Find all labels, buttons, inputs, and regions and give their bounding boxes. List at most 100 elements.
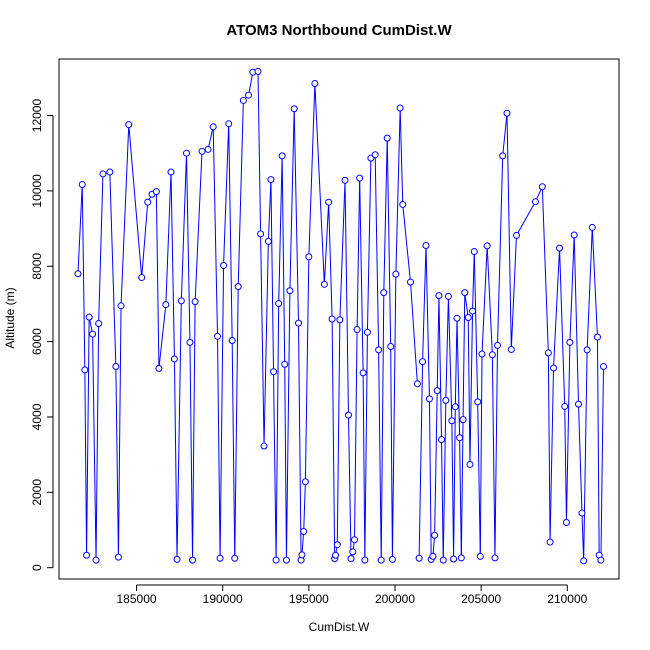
series-segment xyxy=(510,238,517,347)
data-point xyxy=(333,541,341,549)
data-point xyxy=(92,556,100,564)
data-point xyxy=(388,555,396,563)
data-point xyxy=(214,332,222,340)
data-point xyxy=(298,551,306,559)
series-segment xyxy=(217,339,221,556)
data-point xyxy=(459,416,467,424)
y-axis: 0 2000 4000 6000 8000 10000 12000 xyxy=(30,99,54,571)
data-point xyxy=(183,149,191,157)
data-point xyxy=(254,67,262,75)
data-point xyxy=(476,552,484,560)
series-segment xyxy=(460,422,464,555)
series-segment xyxy=(378,352,382,558)
data-point xyxy=(396,104,404,112)
x-tick-label: 210000 xyxy=(547,592,587,606)
data-point xyxy=(328,315,336,323)
data-point xyxy=(295,319,303,327)
data-point xyxy=(351,536,359,544)
series-segment xyxy=(263,244,269,443)
data-point xyxy=(320,280,328,288)
data-point xyxy=(442,396,450,404)
data-point xyxy=(561,402,569,410)
data-point xyxy=(469,307,477,315)
data-point xyxy=(216,554,224,562)
series-segment xyxy=(374,157,380,347)
y-axis-label: Altitude (m) xyxy=(3,287,17,348)
data-point xyxy=(231,554,239,562)
series-segment xyxy=(586,230,593,347)
series-segment xyxy=(348,418,352,556)
x-tick-label: 185000 xyxy=(117,592,157,606)
series-segment xyxy=(559,251,566,404)
series-segment xyxy=(84,372,88,553)
series-segment xyxy=(583,352,588,558)
plot-frame xyxy=(58,58,620,580)
series-segment xyxy=(383,141,388,290)
data-point xyxy=(349,548,357,556)
data-point xyxy=(152,188,160,196)
data-point xyxy=(507,346,515,354)
y-tick-label: 10000 xyxy=(30,174,44,208)
series-segment xyxy=(472,254,475,309)
data-point xyxy=(138,274,146,282)
series-segment xyxy=(109,175,117,364)
data-point xyxy=(583,346,591,354)
series-segment xyxy=(506,116,512,347)
series-segment xyxy=(303,484,306,529)
data-point xyxy=(260,442,268,450)
series-segment xyxy=(331,321,336,556)
data-point xyxy=(407,278,415,286)
series-segment xyxy=(477,404,481,554)
series-segment xyxy=(155,194,160,366)
series-segment xyxy=(293,111,299,321)
data-point xyxy=(220,261,228,269)
series-segment xyxy=(115,369,119,555)
data-point xyxy=(155,364,163,372)
series-segment xyxy=(386,141,392,344)
data-point xyxy=(415,554,423,562)
data-point xyxy=(491,554,499,562)
series-segment xyxy=(422,248,427,359)
series-segment xyxy=(77,187,83,271)
data-point xyxy=(300,528,308,536)
series-segment xyxy=(447,299,453,418)
series-segment xyxy=(469,314,473,462)
series-segment xyxy=(148,196,152,200)
data-point xyxy=(392,270,400,278)
data-point xyxy=(305,253,313,261)
data-point xyxy=(353,326,361,334)
series-segment xyxy=(573,237,579,402)
data-point xyxy=(270,368,278,376)
series-segment xyxy=(273,374,277,558)
data-point xyxy=(550,364,558,372)
series-segment xyxy=(481,248,488,352)
data-point xyxy=(112,362,120,370)
data-point xyxy=(433,387,441,395)
data-point xyxy=(106,168,114,176)
x-tick-label: 205000 xyxy=(461,592,501,606)
y-tick-label: 4000 xyxy=(30,403,44,430)
data-point xyxy=(286,287,294,295)
series-segment xyxy=(86,320,90,553)
series-segment xyxy=(486,248,493,352)
data-point xyxy=(448,417,456,425)
x-axis: 185000 190000 195000 200000 205000 210000 xyxy=(117,584,588,606)
series-segment xyxy=(399,110,404,202)
data-point xyxy=(162,301,170,309)
data-point xyxy=(198,147,206,155)
data-point xyxy=(456,434,464,442)
data-point xyxy=(209,123,217,131)
series-segment xyxy=(89,319,93,332)
series-segment xyxy=(170,175,175,356)
series-segment xyxy=(275,306,280,558)
data-point xyxy=(114,553,122,561)
data-point xyxy=(387,343,395,351)
series-segment xyxy=(186,156,191,340)
data-point xyxy=(301,478,309,486)
data-point xyxy=(377,556,385,564)
data-point xyxy=(575,400,583,408)
series-segment xyxy=(596,340,600,553)
series-segment xyxy=(158,307,167,366)
data-point xyxy=(78,180,86,188)
data-point xyxy=(597,556,605,564)
